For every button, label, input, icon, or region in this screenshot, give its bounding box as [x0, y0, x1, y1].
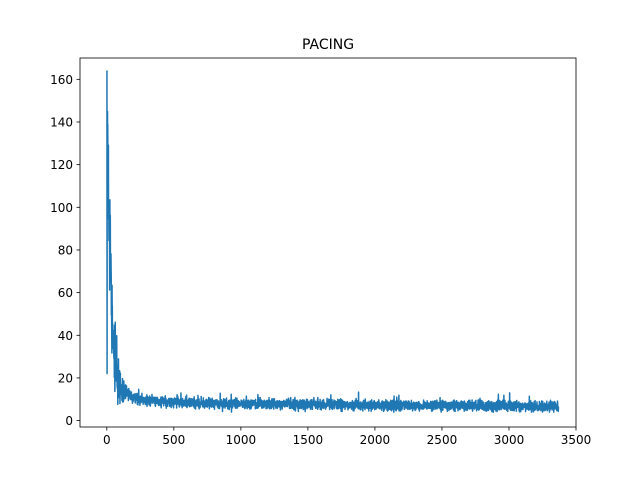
y-tick-label: 160: [50, 73, 73, 87]
x-tick-label: 2000: [360, 433, 391, 447]
y-tick-label: 120: [50, 158, 73, 172]
x-tick-label: 3000: [494, 433, 525, 447]
plot-area: [79, 57, 577, 428]
y-tick-label: 20: [58, 371, 73, 385]
x-axis: 0 500 1000 1500 2000 2500 3000 3500: [103, 427, 591, 447]
y-tick-label: 140: [50, 115, 73, 129]
x-tick-label: 3500: [561, 433, 592, 447]
y-tick-label: 0: [65, 414, 73, 428]
x-tick-label: 1500: [293, 433, 324, 447]
axes-frame: [79, 57, 577, 428]
series-line-pacing: [106, 70, 560, 413]
y-tick-label: 80: [58, 243, 73, 257]
y-tick-label: 60: [58, 286, 73, 300]
chart-title: PACING: [302, 37, 354, 53]
x-tick-label: 2500: [427, 433, 458, 447]
x-tick-label: 0: [103, 433, 111, 447]
y-tick-label: 40: [58, 329, 73, 343]
y-axis: 0 20 40 60 80 100 120 140 160: [50, 73, 80, 428]
y-tick-label: 100: [50, 201, 73, 215]
x-tick-label: 1000: [226, 433, 257, 447]
x-tick-label: 500: [162, 433, 185, 447]
